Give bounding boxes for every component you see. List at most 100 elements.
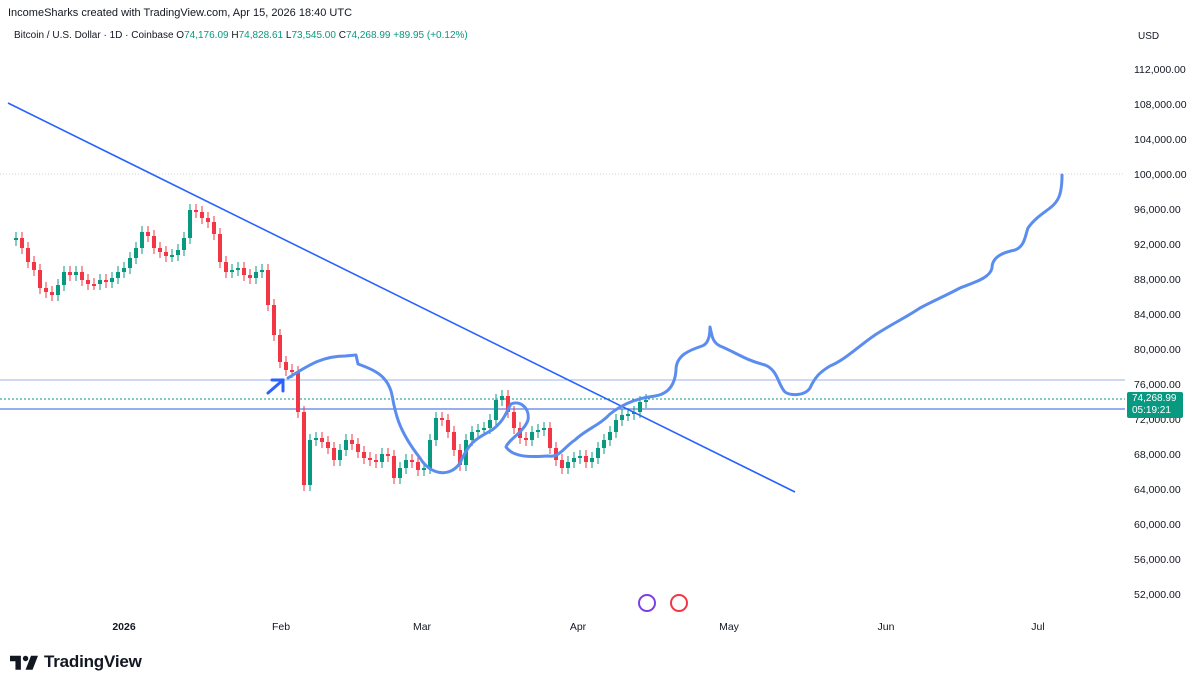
candle-body — [224, 262, 228, 272]
candle-body — [200, 212, 204, 218]
candle-body — [32, 262, 36, 270]
price-tick-label: 80,000.00 — [1134, 344, 1181, 356]
last-price-value: 74,268.99 — [1132, 393, 1177, 404]
candle-body — [212, 222, 216, 234]
candle-body — [110, 278, 114, 282]
candle-body — [284, 362, 288, 370]
crypto-event-icon[interactable] — [638, 594, 656, 612]
candle-body — [452, 432, 456, 450]
candle-body — [644, 400, 648, 402]
candle-body — [182, 238, 186, 250]
candle-body — [188, 210, 192, 238]
candle-body — [176, 250, 180, 255]
candle-body — [638, 402, 642, 412]
last-price-tag: 74,268.99 05:19:21 — [1127, 392, 1183, 418]
candle-body — [440, 418, 444, 420]
candle-body — [290, 370, 294, 372]
candle-body — [296, 372, 300, 412]
candle-body — [626, 414, 630, 416]
candle-body — [590, 458, 594, 462]
tradingview-logo: TradingView — [10, 652, 142, 672]
candle-body — [254, 272, 258, 278]
candle-body — [242, 268, 246, 275]
price-tick-label: 112,000.00 — [1134, 64, 1186, 76]
descending-trendline[interactable] — [7, 102, 796, 493]
candle-body — [488, 420, 492, 428]
candle-body — [248, 275, 252, 278]
candle-body — [164, 252, 168, 256]
candle-body — [140, 232, 144, 248]
candle-body — [500, 396, 504, 400]
candle-body — [368, 458, 372, 460]
candle-body — [458, 450, 462, 465]
symbol-legend: Bitcoin / U.S. Dollar · 1D · Coinbase O7… — [14, 30, 468, 41]
candle-body — [506, 396, 510, 412]
candle-body — [170, 255, 174, 257]
us-flag-icon[interactable] — [670, 594, 688, 612]
candle-body — [356, 444, 360, 452]
arrow-marker[interactable] — [266, 378, 285, 395]
projection-drawing[interactable] — [286, 173, 1064, 474]
candle-body — [260, 270, 264, 272]
candle-body — [428, 440, 432, 468]
date-tick-label: Feb — [272, 621, 290, 633]
price-tick-label: 84,000.00 — [1134, 309, 1181, 321]
candle-body — [608, 432, 612, 440]
candle-body — [302, 412, 306, 485]
candle-body — [398, 468, 402, 478]
candle-body — [350, 440, 354, 444]
candle-body — [320, 438, 324, 442]
price-tick-label: 68,000.00 — [1134, 449, 1181, 461]
price-axis[interactable]: 112,000.00 108,000.00 104,000.00 100,000.00… — [1134, 64, 1187, 601]
candle-body — [86, 280, 90, 284]
candle-body — [434, 418, 438, 440]
candle-body — [548, 428, 552, 448]
candle-body — [386, 454, 390, 456]
open-value: 74,176.09 — [184, 30, 229, 41]
open-label: O — [176, 30, 185, 41]
candlestick-series — [14, 204, 648, 491]
candle-body — [74, 272, 78, 275]
price-tick-label: 92,000.00 — [1134, 239, 1181, 251]
low-label: L — [285, 30, 292, 41]
candle-body — [344, 440, 348, 450]
candle-body — [230, 270, 234, 272]
candle-body — [326, 442, 330, 448]
candle-body — [614, 420, 618, 432]
candle-body — [278, 335, 282, 362]
candle-body — [272, 305, 276, 335]
high-value: 74,828.61 — [238, 30, 284, 41]
candle-body — [236, 268, 240, 270]
date-tick-label: Jul — [1031, 621, 1044, 633]
candle-body — [56, 285, 60, 295]
candle-body — [596, 448, 600, 458]
candle-body — [446, 420, 450, 432]
price-tick-label: 64,000.00 — [1134, 484, 1181, 496]
symbol-name[interactable]: Bitcoin / U.S. Dollar · 1D · Coinbase — [14, 30, 174, 41]
candle-body — [560, 460, 564, 468]
candle-body — [338, 450, 342, 460]
candle-body — [602, 440, 606, 448]
price-tick-label: 108,000.00 — [1134, 99, 1187, 111]
currency-label[interactable]: USD — [1138, 31, 1160, 42]
price-tick-label: 60,000.00 — [1134, 519, 1181, 531]
brand-name: TradingView — [44, 652, 142, 671]
candle-body — [50, 292, 54, 295]
candle-body — [416, 462, 420, 470]
candle-body — [314, 438, 318, 440]
candle-body — [578, 456, 582, 458]
candle-body — [134, 248, 138, 258]
candle-body — [122, 268, 126, 272]
date-tick-label: May — [719, 621, 740, 633]
date-tick-label: Jun — [878, 621, 895, 633]
price-tick-label: 88,000.00 — [1134, 274, 1181, 286]
price-tick-label: 96,000.00 — [1134, 204, 1181, 216]
candle-body — [206, 218, 210, 222]
date-axis[interactable]: 2026 Feb Mar Apr May Jun Jul — [112, 621, 1044, 633]
candle-body — [530, 432, 534, 440]
candle-body — [380, 454, 384, 462]
candle-body — [68, 272, 72, 275]
high-label: H — [231, 30, 239, 41]
close-value: 74,268.99 — [345, 30, 391, 41]
